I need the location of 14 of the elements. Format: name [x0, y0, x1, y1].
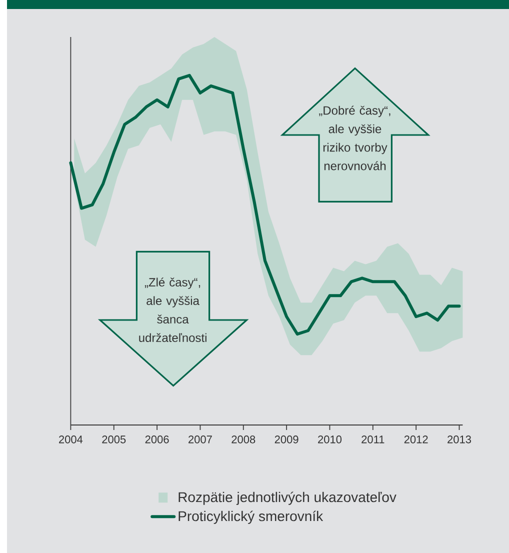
- annotation: „Zlé časy“, ale vyššia šanca udržateľnosti: [139, 278, 206, 342]
- x-tick-label: 2006: [145, 436, 169, 444]
- x-tick-label: 2008: [232, 436, 256, 444]
- legend-label: Rozpätie jednotlivých ukazovateľov: [178, 492, 396, 505]
- x-tick-label: 2007: [188, 436, 212, 444]
- legend-label: Proticyklický smerovník: [178, 510, 324, 524]
- x-tick-label: 2011: [362, 436, 384, 444]
- x-tick-label: 2012: [404, 436, 428, 444]
- x-tick-label: 2009: [274, 436, 298, 444]
- x-tick-label: 2013: [448, 436, 471, 444]
- x-tick-label: 2010: [318, 436, 342, 444]
- annotation: „Dobré časy“, ale vyššie riziko tvorby nerovnováh: [319, 106, 390, 170]
- x-tick-label: 2005: [102, 436, 126, 444]
- x-tick-label: 2004: [59, 436, 83, 444]
